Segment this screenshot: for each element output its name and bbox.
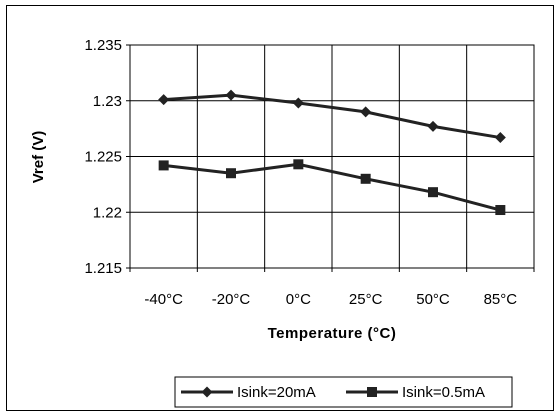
x-axis-title: Temperature (°C) xyxy=(268,325,397,342)
legend-marker xyxy=(367,387,377,397)
data-point xyxy=(494,132,506,144)
data-point xyxy=(225,89,237,101)
data-point xyxy=(495,205,506,216)
y-tick-label: 1.23 xyxy=(93,93,122,110)
x-tick-label: 0°C xyxy=(286,291,311,308)
y-tick-label: 1.225 xyxy=(84,149,122,166)
gridlines xyxy=(130,45,534,268)
legend-marker xyxy=(201,386,213,398)
data-point xyxy=(427,120,439,132)
x-tick-label: 85°C xyxy=(484,291,518,308)
series-layer xyxy=(158,89,506,216)
y-tick-label: 1.22 xyxy=(93,204,122,221)
legend: Isink=20mA Isink=0.5mA xyxy=(174,376,513,408)
legend-box xyxy=(174,376,513,408)
x-tick-label: 50°C xyxy=(416,291,450,308)
x-tick-label: -20°C xyxy=(212,291,251,308)
legend-label: Isink=0.5mA xyxy=(402,384,485,401)
data-point xyxy=(292,97,304,109)
data-point xyxy=(360,173,371,184)
y-tick-label: 1.215 xyxy=(84,260,122,277)
data-point xyxy=(360,106,372,118)
data-point xyxy=(158,94,170,106)
data-point xyxy=(428,187,438,198)
data-point xyxy=(226,168,236,179)
series-line-1 xyxy=(163,93,501,140)
y-tick-label: 1.235 xyxy=(84,37,122,54)
x-tick-label: -40°C xyxy=(144,291,183,308)
legend-label: Isink=20mA xyxy=(237,384,316,401)
data-point xyxy=(158,160,169,171)
x-tick-label: 25°C xyxy=(349,291,383,308)
series-line-2 xyxy=(163,162,501,212)
y-axis-ticks: 1.215 1.22 1.225 1.23 1.235 xyxy=(84,37,130,277)
data-point xyxy=(293,159,304,170)
x-axis-ticks: -40°C -20°C 0°C 25°C 50°C 85°C xyxy=(129,268,535,308)
y-axis-title: Vref (V) xyxy=(30,131,47,184)
